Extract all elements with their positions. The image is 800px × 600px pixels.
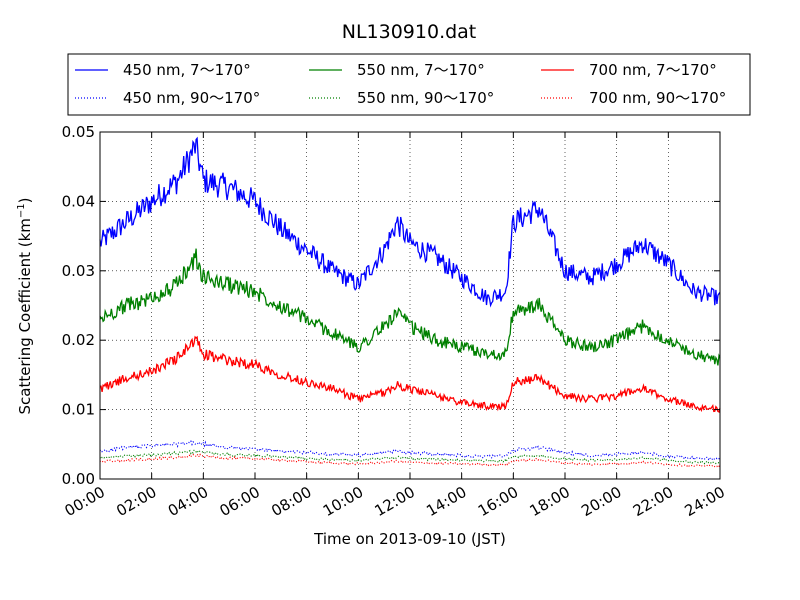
y-tick-label: 0.03 xyxy=(62,262,95,280)
series-line xyxy=(99,248,721,366)
y-tick-label: 0.05 xyxy=(62,123,95,141)
series-line xyxy=(99,439,721,461)
y-axis-label-end: ) xyxy=(16,197,34,203)
x-tick-label: 12:00 xyxy=(372,483,418,520)
legend-items: 450 nm, 7～170° 450 nm, 90～170° 550 nm, 7～1… xyxy=(75,61,726,107)
x-tick-label: 24:00 xyxy=(682,483,728,520)
series-line xyxy=(99,136,721,308)
legend-label: 450 nm, 7～170° xyxy=(123,61,251,79)
x-axis-label: Time on 2013-09-10 (JST) xyxy=(313,530,506,548)
x-tick-label: 00:00 xyxy=(62,483,108,520)
legend: 450 nm, 7～170° 450 nm, 90～170° 550 nm, 7～1… xyxy=(67,53,751,116)
x-tick-label: 14:00 xyxy=(423,483,469,520)
x-tick-label: 04:00 xyxy=(165,483,211,520)
y-tick-label: 0.01 xyxy=(62,401,95,419)
y-axis-label-sup: −1 xyxy=(16,203,27,218)
x-tick-label: 02:00 xyxy=(113,483,159,520)
legend-label: 550 nm, 90～170° xyxy=(357,89,494,107)
legend-label: 700 nm, 90～170° xyxy=(589,89,726,107)
x-tick-label: 20:00 xyxy=(578,483,624,520)
legend-box xyxy=(67,53,751,116)
x-tick-label: 22:00 xyxy=(630,483,676,520)
y-axis: 0.00 0.01 0.02 0.03 0.04 0.05 xyxy=(62,123,720,488)
series-line xyxy=(99,335,721,413)
y-axis-label-main: Scattering Coefficient (km xyxy=(16,218,34,414)
legend-label: 450 nm, 90～170° xyxy=(123,89,260,107)
x-tick-label: 18:00 xyxy=(527,483,573,520)
y-tick-label: 0.02 xyxy=(62,331,95,349)
x-tick-label: 06:00 xyxy=(217,483,263,520)
grid-lines xyxy=(100,132,720,479)
y-tick-label: 0.04 xyxy=(62,192,95,210)
y-axis-label: Scattering Coefficient (km−1) xyxy=(16,197,34,414)
plot-series xyxy=(99,136,721,468)
x-tick-label: 08:00 xyxy=(268,483,314,520)
series-line xyxy=(99,449,721,465)
x-tick-label: 10:00 xyxy=(320,483,366,520)
x-tick-label: 16:00 xyxy=(475,483,521,520)
chart-title: NL130910.dat xyxy=(342,21,477,43)
legend-label: 550 nm, 7～170° xyxy=(357,61,485,79)
y-tick-label: 0.00 xyxy=(62,470,95,488)
legend-label: 700 nm, 7～170° xyxy=(589,61,717,79)
